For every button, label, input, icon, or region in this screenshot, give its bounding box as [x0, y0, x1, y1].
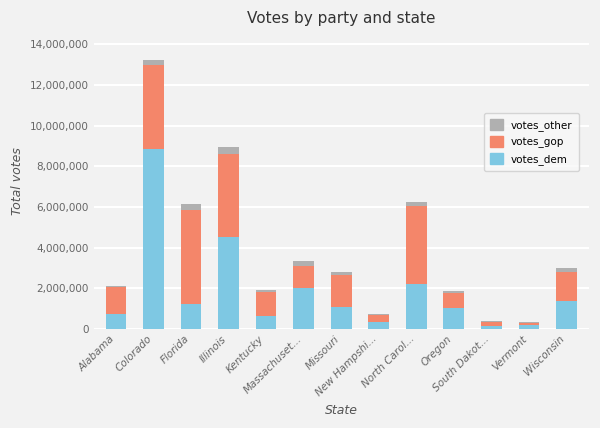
- Bar: [181, 304, 202, 329]
- Bar: [106, 285, 127, 287]
- Bar: [368, 315, 389, 322]
- Y-axis label: Total votes: Total votes: [11, 148, 24, 215]
- Bar: [256, 290, 277, 291]
- Bar: [481, 322, 502, 327]
- Bar: [143, 60, 164, 65]
- Bar: [368, 322, 389, 329]
- Bar: [556, 301, 577, 329]
- X-axis label: State: State: [325, 404, 358, 417]
- Bar: [181, 204, 202, 211]
- Bar: [518, 325, 539, 329]
- Bar: [556, 272, 577, 301]
- Bar: [293, 288, 314, 329]
- Bar: [143, 65, 164, 149]
- Bar: [181, 211, 202, 304]
- Bar: [106, 287, 127, 314]
- Bar: [406, 202, 427, 206]
- Bar: [218, 154, 239, 237]
- Bar: [406, 284, 427, 329]
- Bar: [518, 323, 539, 325]
- Bar: [481, 327, 502, 329]
- Bar: [256, 316, 277, 329]
- Bar: [331, 275, 352, 307]
- Bar: [518, 322, 539, 323]
- Legend: votes_other, votes_gop, votes_dem: votes_other, votes_gop, votes_dem: [484, 113, 579, 171]
- Bar: [143, 149, 164, 329]
- Bar: [331, 307, 352, 329]
- Bar: [406, 206, 427, 284]
- Bar: [443, 293, 464, 309]
- Bar: [218, 147, 239, 154]
- Bar: [293, 266, 314, 288]
- Bar: [331, 272, 352, 275]
- Bar: [218, 237, 239, 329]
- Bar: [443, 309, 464, 329]
- Title: Votes by party and state: Votes by party and state: [247, 11, 436, 26]
- Bar: [256, 291, 277, 316]
- Bar: [106, 314, 127, 329]
- Bar: [443, 291, 464, 293]
- Bar: [293, 262, 314, 266]
- Bar: [556, 268, 577, 272]
- Bar: [368, 314, 389, 315]
